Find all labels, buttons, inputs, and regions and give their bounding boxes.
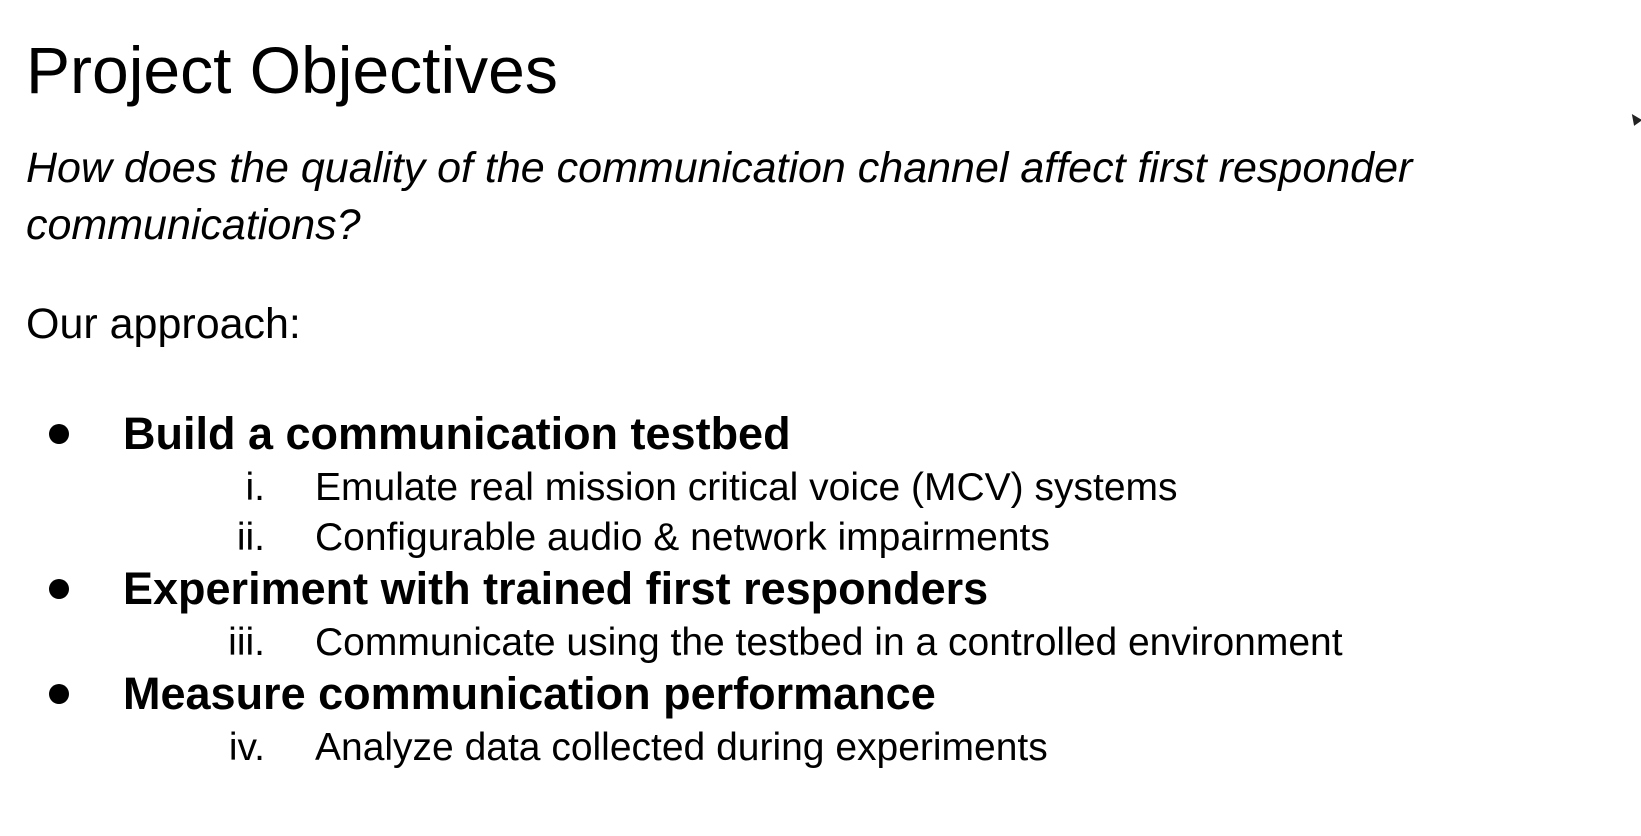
sub-item: iii. Communicate using the testbed in a … [0, 618, 1641, 668]
bullet-text: Measure communication performance [123, 668, 936, 719]
bullet-dot-icon [49, 424, 69, 444]
sub-item: i. Emulate real mission critical voice (… [0, 463, 1641, 513]
sub-item-text: Emulate real mission critical voice (MCV… [315, 466, 1178, 509]
sub-item-text: Communicate using the testbed in a contr… [315, 621, 1343, 664]
bullet-text: Build a communication testbed [123, 408, 791, 459]
bullet-item: Experiment with trained first responders [0, 563, 1641, 615]
slide-title: Project Objectives [26, 33, 558, 107]
bullet-dot-icon [49, 579, 69, 599]
sub-item: ii. Configurable audio & network impairm… [0, 513, 1641, 563]
research-question: How does the quality of the communicatio… [26, 144, 1413, 249]
sub-item-number: i. [245, 466, 266, 509]
sub-item-text: Configurable audio & network impairments [315, 516, 1050, 559]
mouse-pointer-icon [1627, 111, 1641, 126]
sub-item-number: ii. [236, 516, 265, 559]
bullet-dot-icon [49, 684, 69, 704]
sub-item-number: iii. [228, 621, 265, 664]
sub-item: iv. Analyze data collected during experi… [0, 723, 1641, 773]
sub-item-text: Analyze data collected during experiment… [315, 726, 1048, 769]
sub-item-number: iv. [228, 726, 265, 769]
approach-label: Our approach: [26, 300, 301, 348]
bullet-item: Build a communication testbed [0, 408, 1641, 460]
bullet-item: Measure communication performance [0, 668, 1641, 720]
bullet-text: Experiment with trained first responders [123, 563, 989, 614]
